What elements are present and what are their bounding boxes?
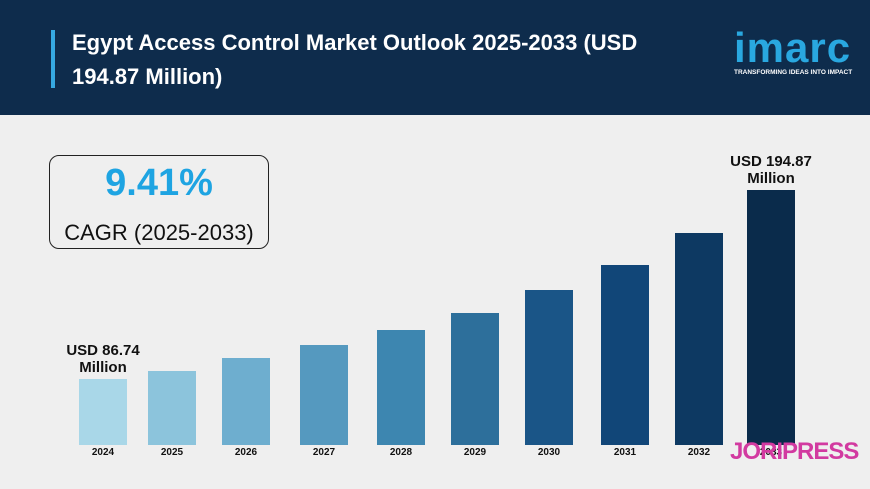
x-tick-label: 2026 xyxy=(234,447,258,458)
x-tick-label: 2024 xyxy=(91,447,115,458)
accent-bar xyxy=(51,30,55,88)
header: Egypt Access Control Market Outlook 2025… xyxy=(0,0,870,115)
bar xyxy=(525,289,573,445)
x-tick-label: 2033 xyxy=(759,447,783,458)
bar xyxy=(601,264,649,445)
bar xyxy=(377,329,425,445)
x-tick-label: 2027 xyxy=(312,447,336,458)
watermark: JORIPRESS xyxy=(730,438,859,465)
bar xyxy=(222,357,270,445)
x-tick-label: 2028 xyxy=(389,447,413,458)
value-label: USD 86.74 Million xyxy=(66,342,140,377)
bar xyxy=(300,344,348,445)
x-tick-label: 2030 xyxy=(537,447,561,458)
x-tick-label: 2032 xyxy=(687,447,711,458)
kpi-box: 9.41% CAGR (2025-2033) xyxy=(49,155,269,249)
bar xyxy=(675,232,723,445)
value-label: USD 194.87 Million xyxy=(730,152,812,187)
bar xyxy=(79,379,127,445)
bar xyxy=(451,313,499,445)
bar xyxy=(747,189,795,445)
kpi-value: 9.41% xyxy=(105,162,213,204)
x-tick-label: 2025 xyxy=(160,447,184,458)
logo: imarc xyxy=(734,24,852,71)
x-tick-label: 2029 xyxy=(463,447,487,458)
title: Egypt Access Control Market Outlook 2025… xyxy=(72,30,638,89)
tagline: TRANSFORMING IDEAS INTO IMPACT xyxy=(734,69,853,76)
kpi-label: CAGR (2025-2033) xyxy=(64,220,254,245)
bar xyxy=(148,371,196,445)
x-tick-label: 2031 xyxy=(613,447,637,458)
